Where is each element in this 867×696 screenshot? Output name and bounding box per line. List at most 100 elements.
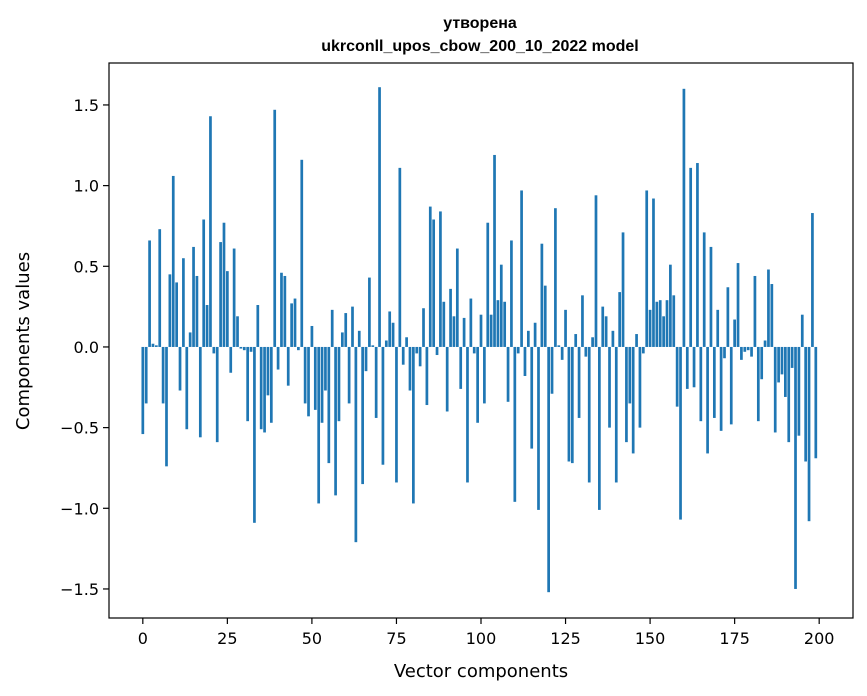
bar (381, 346, 385, 465)
bar (702, 232, 706, 347)
bar (625, 346, 628, 443)
bar (212, 346, 216, 354)
bar (777, 346, 780, 383)
y-tick-label: −0.5 (60, 419, 99, 438)
bar (398, 167, 402, 347)
bar (161, 346, 165, 404)
bar (395, 346, 398, 483)
bar (334, 346, 337, 496)
bar (635, 334, 638, 347)
bar (384, 340, 388, 347)
bar (648, 309, 652, 347)
bar (794, 346, 797, 589)
bar (669, 264, 672, 347)
bar (652, 198, 655, 347)
bar (547, 346, 550, 593)
bar (432, 219, 436, 347)
bar (750, 346, 753, 357)
bar (205, 305, 209, 347)
bar (601, 306, 605, 347)
bar (445, 346, 449, 412)
bar (300, 159, 304, 347)
bar (462, 317, 466, 347)
bar (422, 308, 425, 347)
bar (712, 346, 716, 418)
bar (415, 346, 419, 354)
bar (280, 272, 283, 347)
bar (811, 213, 814, 347)
bar (591, 337, 594, 347)
bar (550, 346, 554, 394)
bar (760, 346, 764, 380)
bar (679, 346, 682, 520)
bar (364, 346, 368, 372)
bar (154, 345, 158, 347)
bar (165, 346, 168, 467)
bar (787, 346, 791, 443)
bar (611, 330, 615, 347)
bar (587, 346, 591, 483)
bar (418, 346, 422, 367)
bar (604, 316, 608, 347)
bar (313, 346, 317, 410)
bar (188, 332, 192, 347)
bar (249, 346, 253, 352)
bar (486, 222, 490, 347)
bar (618, 292, 622, 347)
bar (452, 316, 456, 347)
bar (631, 346, 635, 454)
x-axis-label: Vector components (394, 661, 568, 682)
bar-series (141, 87, 818, 593)
bar (340, 332, 344, 347)
bar (513, 346, 517, 502)
bar (168, 274, 172, 347)
bar (567, 346, 571, 462)
bar (435, 346, 439, 356)
bar (746, 346, 750, 351)
bar (804, 346, 808, 462)
bar (743, 346, 747, 352)
x-tick-label: 150 (635, 629, 666, 648)
bar (175, 282, 178, 347)
bar (192, 246, 195, 347)
bar (442, 301, 446, 347)
bar (209, 116, 212, 347)
x-tick-label: 75 (386, 629, 406, 648)
bar (540, 243, 544, 347)
bar (449, 288, 452, 347)
x-axis-ticks: 0 25 50 75 100 125 150 175 200 (138, 618, 834, 648)
bar (574, 334, 578, 347)
chart-title-line-1: утворена (443, 15, 517, 32)
bar (557, 345, 561, 347)
bar (466, 346, 469, 483)
bar (215, 346, 219, 443)
bar (226, 271, 229, 347)
bar (692, 346, 696, 388)
bar (351, 306, 354, 347)
bar (266, 346, 270, 396)
x-tick-label: 0 (138, 629, 148, 648)
bar (290, 303, 293, 347)
bar (344, 313, 348, 347)
bar (594, 195, 598, 347)
bar (662, 316, 665, 347)
bar (621, 232, 625, 347)
bar (641, 346, 645, 354)
bar (543, 285, 547, 347)
bar (510, 240, 513, 347)
bar (736, 263, 740, 347)
chart-title-line-2: ukrconll_upos_cbow_200_10_2022 model (321, 38, 638, 55)
bar (253, 346, 256, 523)
bar (784, 346, 787, 397)
bar (310, 325, 314, 347)
bar (780, 346, 784, 375)
bar (330, 309, 334, 347)
bar (638, 346, 642, 428)
bar (489, 314, 493, 347)
bar (598, 346, 601, 510)
bar (767, 269, 770, 347)
bar (324, 346, 327, 391)
bar (303, 346, 307, 404)
bar (645, 190, 649, 347)
